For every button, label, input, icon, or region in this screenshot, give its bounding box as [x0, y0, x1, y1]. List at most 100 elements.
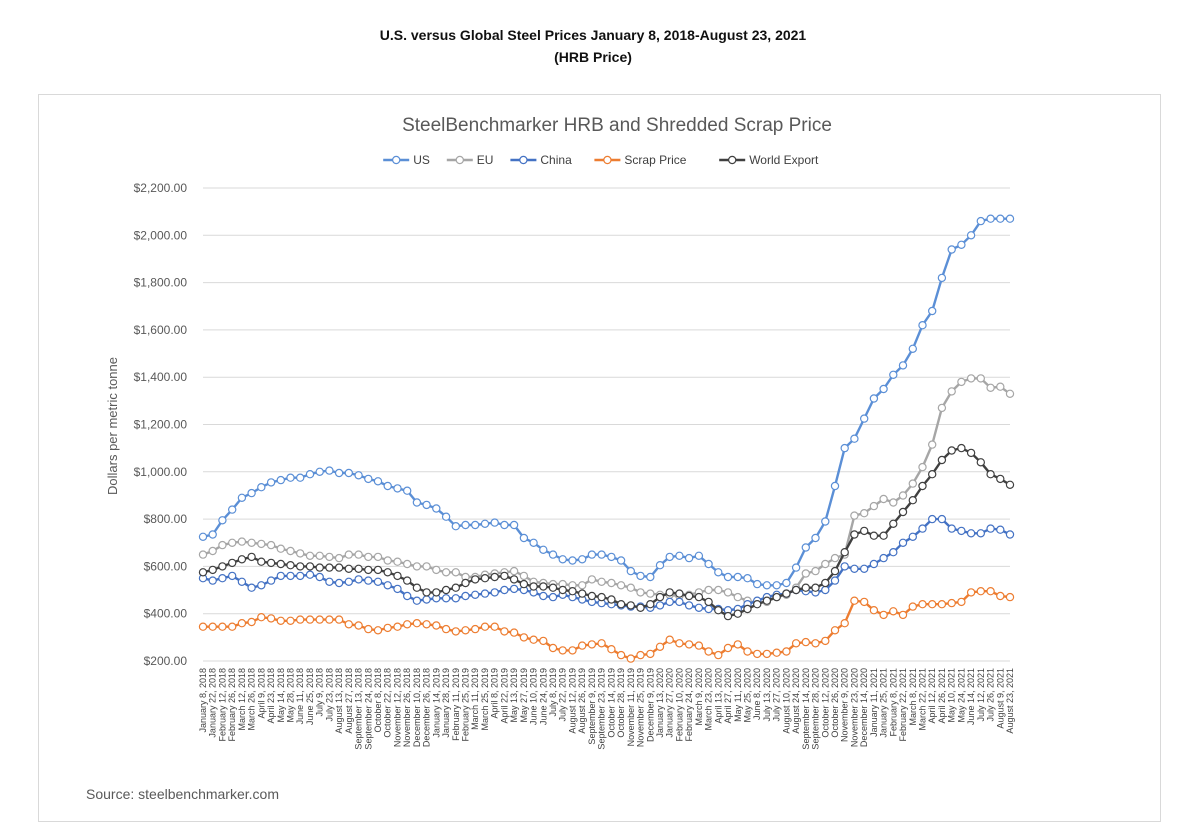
data-point-world-export — [675, 589, 684, 598]
series-line-eu — [202, 377, 1011, 605]
x-tick-label: August 9, 2021 — [995, 668, 1005, 729]
data-point-world-export — [723, 611, 733, 621]
data-point-us — [966, 231, 976, 240]
data-point-world-export — [626, 601, 636, 610]
data-point-world-export — [529, 582, 538, 591]
data-point-scrap-price — [354, 621, 363, 630]
data-point-scrap-price — [539, 636, 548, 646]
data-point-eu — [704, 585, 713, 595]
data-point-scrap-price — [373, 626, 383, 635]
data-point-world-export — [286, 561, 295, 570]
x-tick-label: April 12, 2021 — [927, 668, 937, 724]
data-point-world-export — [898, 507, 908, 517]
x-tick-label: October 22, 2018 — [383, 668, 393, 738]
legend-item-world-export[interactable]: World Export — [719, 153, 819, 167]
series-lines — [198, 214, 1015, 663]
y-tick-label: $2,000.00 — [134, 228, 188, 242]
data-point-world-export — [918, 481, 927, 491]
y-tick-label: $1,200.00 — [134, 418, 188, 432]
data-point-us — [587, 550, 597, 559]
data-point-scrap-price — [850, 596, 859, 605]
data-point-china — [918, 524, 927, 533]
data-point-us — [296, 473, 305, 482]
data-point-eu — [412, 562, 422, 571]
data-point-china — [441, 594, 451, 603]
data-point-world-export — [762, 596, 772, 605]
page-title: U.S. versus Global Steel Prices January … — [0, 24, 1186, 68]
data-point-eu — [821, 559, 830, 569]
data-point-world-export — [198, 568, 208, 577]
x-tick-label: October 14, 2019 — [606, 668, 616, 738]
data-point-us — [412, 498, 422, 507]
x-tick-label: September 9, 2019 — [587, 668, 597, 745]
data-point-us — [889, 370, 898, 379]
data-point-world-export — [354, 564, 363, 574]
x-tick-label: March 26, 2018 — [247, 668, 257, 731]
data-point-us — [305, 470, 315, 479]
legend-label: Scrap Price — [624, 153, 686, 167]
data-point-us — [898, 361, 908, 370]
x-tick-label: July 27, 2020 — [772, 668, 782, 722]
legend-item-scrap-price[interactable]: Scrap Price — [594, 153, 687, 167]
data-point-us — [937, 273, 947, 283]
data-point-us — [383, 481, 392, 491]
data-point-world-export — [869, 531, 879, 540]
legend-item-eu[interactable]: EU — [446, 153, 494, 167]
data-point-scrap-price — [694, 641, 704, 650]
data-point-eu — [616, 581, 626, 590]
page-title-line1: U.S. versus Global Steel Prices January … — [379, 27, 807, 43]
data-point-world-export — [509, 575, 519, 584]
data-point-world-export — [772, 592, 781, 602]
data-point-eu — [334, 553, 344, 563]
data-point-eu — [344, 550, 353, 559]
x-tick-label: October 28, 2019 — [616, 668, 626, 738]
data-point-world-export — [578, 589, 587, 598]
data-point-world-export — [791, 585, 801, 595]
data-point-scrap-price — [928, 600, 937, 609]
data-point-scrap-price — [198, 622, 208, 631]
data-point-scrap-price — [723, 643, 733, 653]
data-point-china — [247, 583, 256, 592]
x-tick-label: March 8, 2021 — [908, 668, 918, 726]
data-point-us — [558, 555, 567, 564]
data-point-scrap-price — [529, 635, 538, 644]
data-point-world-export — [403, 576, 412, 585]
x-axis-ticks: January 8, 2018 January 22, 2018 February … — [198, 668, 1015, 750]
series-us — [198, 214, 1015, 590]
data-point-scrap-price — [801, 637, 811, 647]
x-tick-label: August 24, 2020 — [791, 668, 801, 734]
data-point-world-export — [587, 591, 597, 601]
x-tick-label: February 22, 2021 — [898, 668, 908, 742]
data-point-china — [928, 514, 937, 524]
x-tick-label: February 11, 2019 — [451, 668, 461, 741]
legend-item-us[interactable]: US — [383, 153, 430, 167]
data-point-us — [986, 214, 995, 223]
data-point-world-export — [315, 563, 324, 572]
data-point-scrap-price — [519, 633, 529, 642]
x-tick-label: January 22, 2018 — [208, 668, 218, 738]
data-point-world-export — [684, 591, 694, 601]
data-point-china — [490, 588, 499, 597]
data-point-scrap-price — [684, 640, 694, 649]
x-tick-label: April 9, 2018 — [256, 668, 266, 719]
data-point-china — [694, 603, 704, 613]
data-point-world-export — [753, 600, 762, 609]
data-point-world-export — [471, 575, 480, 584]
data-point-scrap-price — [607, 645, 616, 654]
data-point-scrap-price — [325, 615, 334, 624]
data-point-eu — [879, 494, 888, 504]
x-tick-label: April 8, 2019 — [490, 668, 500, 719]
data-point-scrap-price — [772, 648, 781, 657]
data-point-china — [403, 591, 412, 601]
data-point-china — [966, 529, 976, 538]
data-point-china — [237, 577, 247, 587]
data-point-us — [646, 572, 655, 582]
x-tick-label: June 8, 2020 — [752, 668, 762, 720]
data-point-scrap-price — [966, 588, 976, 597]
data-point-scrap-price — [655, 642, 665, 652]
data-point-china — [665, 597, 674, 607]
legend-item-china[interactable]: China — [510, 153, 572, 167]
y-tick-label: $2,200.00 — [134, 181, 188, 195]
data-point-world-export — [296, 562, 305, 571]
data-point-eu — [218, 540, 227, 550]
